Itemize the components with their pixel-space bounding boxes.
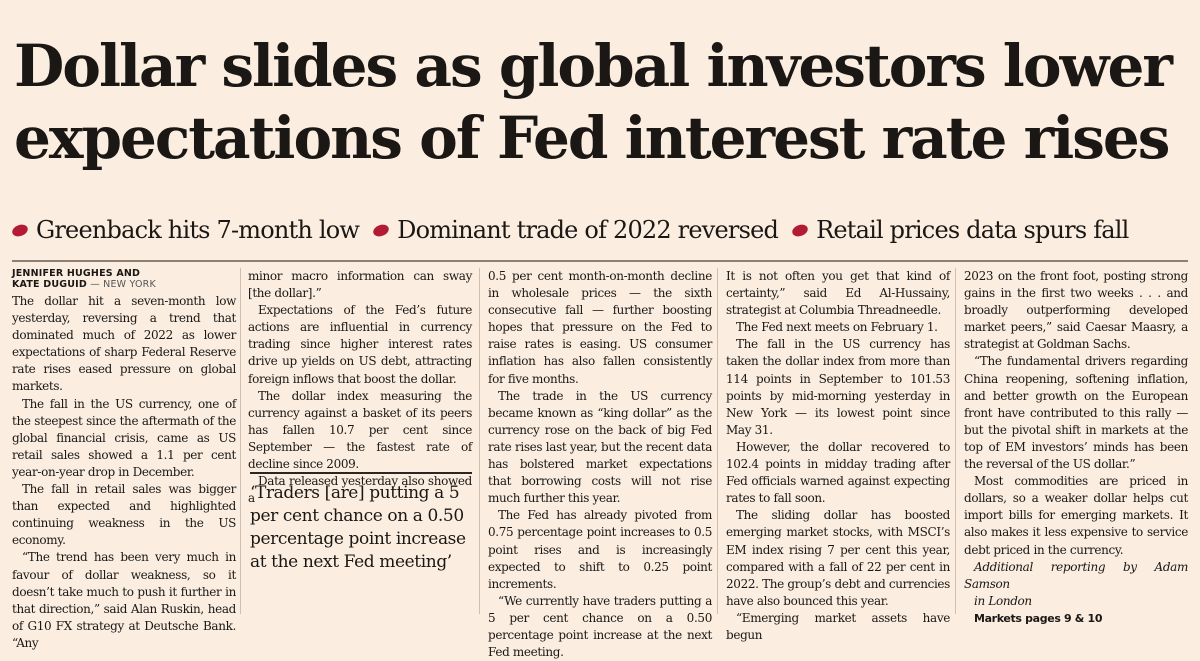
article-column-2: minor macro information can sway [the do… [248,268,472,507]
paragraph: The fall in retail sales was bigger than… [12,482,236,548]
subheads: Greenback hits 7-month low Dominant trad… [12,210,1192,250]
paragraph: The fall in the US currency has taken th… [726,337,950,437]
markets-page-reference: Markets pages 9 & 10 [974,611,1103,625]
column-divider [955,268,956,614]
headline-line-1: Dollar slides as global investors lower [14,32,1173,100]
bullet-icon [12,222,30,238]
paragraph: Expectations of the Fed’s future actions… [248,303,472,386]
column-divider [717,268,718,614]
paragraph: The Fed next meets on February 1. [736,320,938,335]
paragraph: “The trend has been very much in favour … [12,550,236,650]
article-column-1: JENNIFER HUGHES AND KATE DUGUID — NEW YO… [12,268,236,652]
headline: Dollar slides as global investors lower … [14,30,1194,174]
paragraph: The fall in the US currency, one of the … [12,396,236,479]
paragraph: Data released yesterday also showed a [248,474,472,506]
byline: JENNIFER HUGHES AND KATE DUGUID — NEW YO… [12,268,236,290]
headline-line-2: expectations of Fed interest rate rises [14,104,1170,172]
paragraph: “Emerging market assets have begun [726,610,950,642]
byline-names-1: JENNIFER HUGHES AND [12,268,141,279]
article-column-4: It is not often you get that kind of cer… [726,268,950,644]
subhead-1-text: Greenback hits 7-month low [36,216,360,244]
subhead-1: Greenback hits 7-month low [12,216,360,244]
paragraph: 2023 on the front foot, posting strong g… [964,269,1188,352]
column-divider [479,268,480,614]
subhead-2: Dominant trade of 2022 reversed [371,216,779,244]
paragraph: minor macro information can sway [the do… [248,269,472,301]
paragraph: Most commodities are priced in dollars, … [964,474,1188,557]
credit-line-location: in London [974,593,1032,608]
paragraph: However, the dollar recovered to 102.4 p… [726,439,950,506]
bullet-icon [371,222,391,238]
paragraph: 0.5 per cent month-on-month decline in w… [488,269,712,386]
paragraph: The sliding dollar has boosted emerging … [726,508,950,608]
paragraph: “We currently have traders putting a 5 p… [488,593,712,660]
paragraph: It is not often you get that kind of cer… [726,269,950,318]
bullet-icon [790,222,810,238]
subhead-2-text: Dominant trade of 2022 reversed [397,216,779,244]
paragraph: The trade in the US currency became know… [488,388,712,506]
paragraph: “The fundamental drivers regarding China… [964,354,1188,472]
paragraph: The dollar hit a seven-month low yesterd… [12,294,236,394]
paragraph: The dollar index measuring the currency … [248,388,472,472]
byline-names-2: KATE DUGUID [12,279,87,290]
byline-location: — NEW YORK [90,279,156,290]
credit-line: Additional reporting by Adam Samson [964,559,1188,591]
subhead-3-text: Retail prices data spurs fall [816,216,1129,244]
pull-quote: ‘Traders [are] putting a 5 per cent chan… [250,472,472,574]
article-column-5: 2023 on the front foot, posting strong g… [964,268,1188,627]
section-rule [12,260,1188,262]
subhead-3: Retail prices data spurs fall [790,216,1129,244]
article-column-3: 0.5 per cent month-on-month decline in w… [488,268,712,661]
column-divider [240,268,241,614]
paragraph: The Fed has already pivoted from 0.75 pe… [488,508,712,591]
